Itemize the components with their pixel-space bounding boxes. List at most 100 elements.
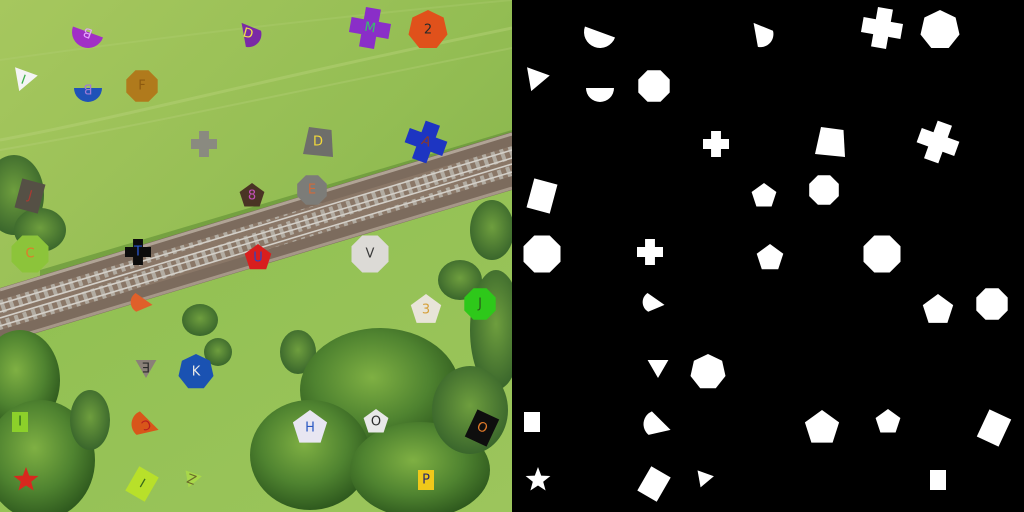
mask-cross-shape <box>860 6 904 50</box>
mask-pentagon-shape <box>804 410 840 443</box>
mask-octagon-shape <box>976 288 1008 320</box>
mask-octagon-shape <box>809 175 839 205</box>
target-pentagon: 3 <box>410 294 442 323</box>
target-pentagon-shape <box>410 294 442 323</box>
target-rectangle: O <box>464 409 500 447</box>
target-letter: 2 <box>424 23 432 38</box>
mask-pentagon <box>756 244 784 270</box>
target-octagon: F <box>126 70 158 102</box>
target-octagon-shape <box>297 175 327 205</box>
target-quarter-shape <box>241 22 262 48</box>
mask-heptagon <box>920 10 960 48</box>
target-heptagon-shape <box>178 354 214 389</box>
target-octagon: C <box>11 235 49 273</box>
target-quarter: C <box>131 411 159 435</box>
mask-octagon-shape <box>523 235 561 273</box>
target-letter: O <box>371 415 381 430</box>
target-pentagon-shape <box>244 244 272 270</box>
target-octagon: V <box>351 235 389 273</box>
target-letter: 3 <box>422 303 430 318</box>
mask-cross <box>637 239 663 265</box>
mask-rectangle <box>526 178 558 214</box>
target-heptagon-shape <box>408 10 448 48</box>
target-quarter-shape <box>131 411 159 435</box>
target-letter: I <box>137 477 148 492</box>
target-triangle: Z <box>185 469 202 488</box>
bush <box>438 260 482 300</box>
tree-canopy <box>432 366 508 454</box>
target-pentagon: O <box>363 409 389 433</box>
mask-pentagon <box>804 410 840 443</box>
field-track <box>0 26 512 142</box>
mask-rectangle-shape <box>930 470 946 490</box>
target-rectangle-shape <box>418 470 434 490</box>
mask-pentagon <box>922 294 954 323</box>
mask-trapezoid-shape <box>815 127 845 157</box>
target-rectangle: P <box>418 470 434 490</box>
target-quarter <box>130 293 153 312</box>
mask-semicircle-shape <box>584 26 616 48</box>
segmentation-mask <box>512 0 1024 512</box>
mask-semicircle <box>584 26 616 48</box>
target-octagon-shape <box>351 235 389 273</box>
target-letter: U <box>253 251 263 266</box>
mask-octagon <box>638 70 670 102</box>
tree-line <box>470 200 512 260</box>
mask-rectangle-shape <box>637 466 671 502</box>
target-pentagon-shape <box>363 409 389 433</box>
target-cross-shape <box>348 6 392 50</box>
target-triangle: I <box>15 67 38 92</box>
mask-rectangle-shape <box>524 412 540 432</box>
mask-triangle <box>527 67 550 92</box>
mask-rectangle-shape <box>976 409 1012 447</box>
targets-layer: B D M 2IB FD AJ 8 EC T U V3 JE KI C H O OI Z P <box>11 6 500 502</box>
target-cross-shape <box>125 239 151 265</box>
target-cross: M <box>348 6 392 50</box>
mask-cross <box>916 120 960 164</box>
target-triangle-shape <box>135 360 157 378</box>
mask-cross-shape <box>637 239 663 265</box>
mask-rectangle <box>637 466 671 502</box>
mask-triangle-shape <box>697 470 714 488</box>
target-rectangle-shape <box>14 178 46 214</box>
mask-rectangle-shape <box>526 178 558 214</box>
target-letter: 8 <box>248 189 256 204</box>
target-pentagon-shape <box>239 183 265 207</box>
target-letter: V <box>366 247 375 262</box>
mask-rectangle <box>976 409 1012 447</box>
mask-quarter-shape <box>643 411 671 435</box>
target-letter: E <box>142 359 150 374</box>
mask-pentagon <box>751 183 777 207</box>
target-letter: F <box>138 79 145 94</box>
target-letter: J <box>25 188 34 204</box>
mask-quarter <box>753 22 774 48</box>
mask-octagon <box>523 235 561 273</box>
target-octagon-shape <box>11 235 49 273</box>
target-letter: D <box>313 135 323 150</box>
target-rectangle: J <box>14 178 46 214</box>
mask-semicircle-shape <box>586 88 614 102</box>
target-semicircle: B <box>74 81 102 102</box>
rail <box>0 149 512 305</box>
mask-semicircle <box>586 88 614 102</box>
mask-pentagon-shape <box>756 244 784 270</box>
bush <box>204 338 232 366</box>
target-cross: T <box>125 239 151 265</box>
target-octagon-shape <box>464 288 496 320</box>
mask-triangle <box>647 360 669 378</box>
target-octagon-shape <box>126 70 158 102</box>
mask-star-shape <box>525 467 551 491</box>
target-letter: P <box>422 473 430 488</box>
mask-rectangle <box>524 412 540 432</box>
rail <box>0 157 512 313</box>
mask-pentagon <box>875 409 901 433</box>
target-cross <box>191 131 217 157</box>
target-pentagon: H <box>292 410 328 443</box>
mask-quarter-shape <box>753 22 774 48</box>
field-track <box>0 47 512 151</box>
target-letter: M <box>363 20 377 37</box>
target-pentagon: 8 <box>239 183 265 207</box>
mask-pentagon-shape <box>875 409 901 433</box>
target-letter: H <box>305 421 315 436</box>
